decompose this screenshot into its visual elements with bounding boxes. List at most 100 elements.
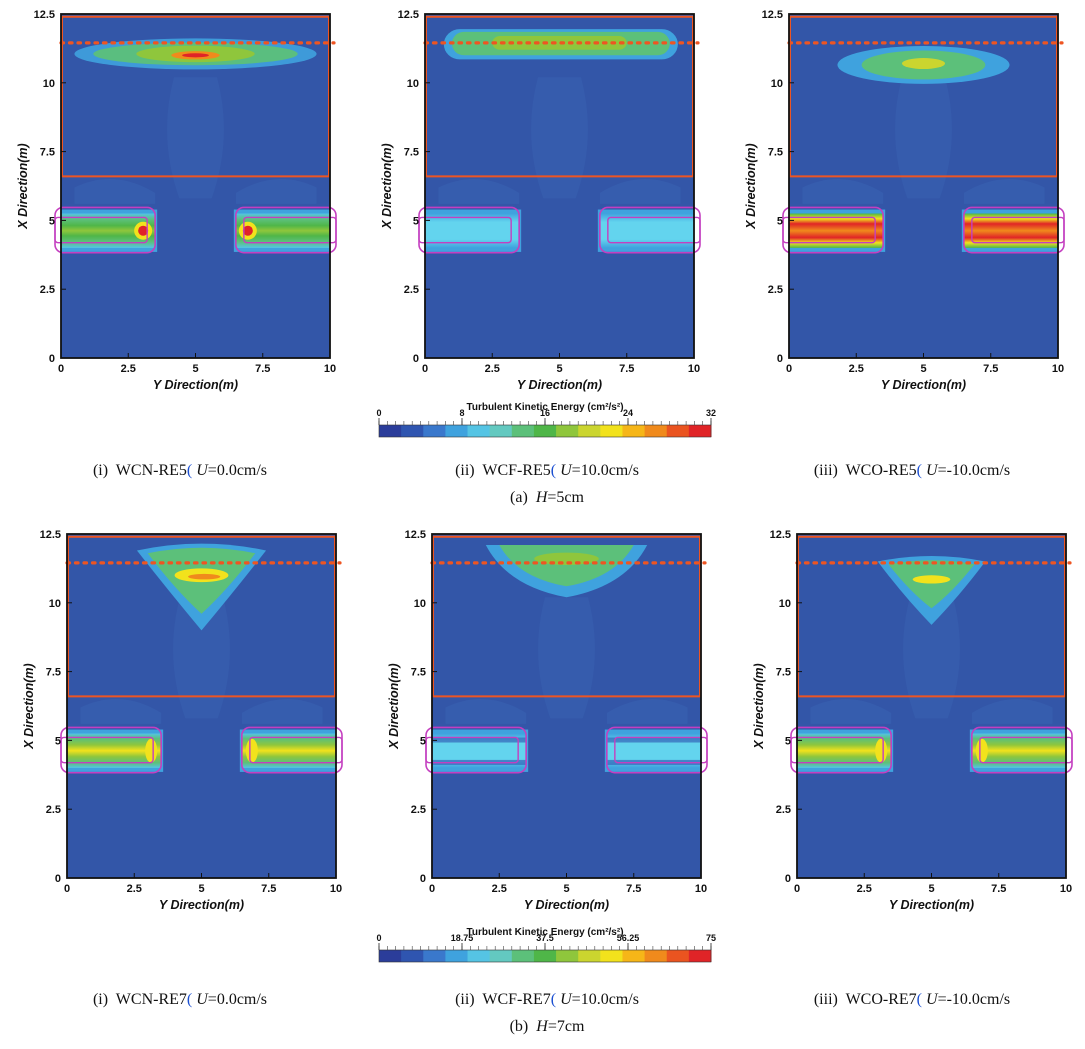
y-tick-label: 10 bbox=[43, 78, 55, 90]
obstacle-hotspot-right bbox=[245, 738, 258, 763]
y-tick-label: 0 bbox=[777, 353, 783, 365]
y-axis-label: X Direction(m) bbox=[387, 663, 401, 749]
obstacle-band-shade-left bbox=[432, 737, 527, 743]
x-tick-label: 0 bbox=[422, 363, 428, 375]
panel-b-ii: 0 2.5 5 7.5 10 0 2.5 5 7.5 10 12.5 Y Direction(m) X … bbox=[387, 529, 708, 912]
colorbar-swatch bbox=[379, 950, 402, 962]
y-tick-label: 2.5 bbox=[40, 284, 55, 296]
y-tick-label: 2.5 bbox=[768, 284, 783, 296]
obstacle-hotspot-left bbox=[145, 738, 158, 763]
obstacle-inner-outline-left bbox=[418, 216, 512, 244]
x-tick-label: 10 bbox=[688, 363, 700, 375]
y-tick-label: 7.5 bbox=[411, 667, 426, 679]
x-tick-label: 2.5 bbox=[492, 883, 507, 895]
y-tick-label: 0 bbox=[785, 873, 791, 885]
obstacle-hotspot-left bbox=[875, 738, 888, 763]
turbulence-streak bbox=[606, 698, 688, 724]
x-tick-label: 10 bbox=[695, 883, 707, 895]
x-tick-label: 5 bbox=[556, 363, 562, 375]
y-tick-label: 5 bbox=[777, 215, 783, 227]
caption-panel-a-iii: (iii) WCO-RE5( U=-10.0cm/s bbox=[813, 462, 1011, 479]
colorbar-swatch bbox=[511, 950, 535, 962]
panel-a-ii: 0 2.5 5 7.5 10 0 2.5 5 7.5 10 12.5 Y Direction(m) X … bbox=[380, 9, 701, 392]
y-tick-label: 7.5 bbox=[404, 147, 419, 159]
tke-plume-mid bbox=[888, 560, 975, 609]
turbulence-streak bbox=[802, 178, 884, 204]
x-tick-label: 7.5 bbox=[983, 363, 998, 375]
y-tick-label: 12.5 bbox=[40, 529, 61, 541]
x-axis-label: Y Direction(m) bbox=[517, 378, 602, 392]
y-axis-label: X Direction(m) bbox=[744, 143, 758, 229]
turbulence-streak bbox=[963, 178, 1045, 204]
tke-plume-core bbox=[182, 53, 209, 58]
x-axis-label: Y Direction(m) bbox=[159, 898, 244, 912]
colorbar-swatch bbox=[401, 950, 424, 962]
tke-plume-core bbox=[188, 573, 221, 580]
obstacle-inner-outline-right bbox=[607, 216, 701, 244]
y-tick-label: 7.5 bbox=[768, 147, 783, 159]
colorbar-swatch bbox=[379, 425, 402, 437]
y-tick-label: 7.5 bbox=[46, 667, 61, 679]
y-tick-label: 5 bbox=[785, 735, 791, 747]
colorbar-swatch bbox=[556, 425, 579, 437]
colorbar-swatch bbox=[511, 425, 535, 437]
colorbar-swatch bbox=[489, 425, 513, 437]
obstacle-inner-outline-right bbox=[614, 736, 708, 764]
y-tick-label: 5 bbox=[420, 735, 426, 747]
colorbar-swatch bbox=[533, 425, 557, 437]
contour-field bbox=[797, 556, 1066, 772]
x-tick-label: 7.5 bbox=[626, 883, 641, 895]
x-tick-label: 10 bbox=[1052, 363, 1064, 375]
colorbar-swatch bbox=[445, 950, 469, 962]
colorbar-swatch bbox=[467, 950, 491, 962]
turbulence-streak bbox=[438, 178, 520, 204]
turbulence-streak bbox=[971, 698, 1053, 724]
colorbar-tick-label: 8 bbox=[459, 408, 464, 418]
upper-region-outline bbox=[67, 535, 336, 698]
y-tick-label: 7.5 bbox=[40, 147, 55, 159]
colorbar-swatch bbox=[401, 425, 424, 437]
y-tick-label: 0 bbox=[49, 353, 55, 365]
caption-panel-b-iii: (iii) WCO-RE7( U=-10.0cm/s bbox=[813, 991, 1011, 1008]
colorbar-swatch bbox=[644, 425, 668, 437]
x-axis-label: Y Direction(m) bbox=[153, 378, 238, 392]
obstacle-hotspot-right bbox=[975, 738, 988, 763]
y-tick-label: 5 bbox=[49, 215, 55, 227]
x-tick-label: 7.5 bbox=[619, 363, 634, 375]
x-axis-label: Y Direction(m) bbox=[524, 898, 609, 912]
tke-plume-peak bbox=[912, 575, 951, 584]
obstacle-inner-outline-left bbox=[54, 216, 148, 244]
group-caption-b: (b) H=7cm bbox=[509, 1018, 585, 1035]
contour-field bbox=[432, 545, 701, 772]
upper-region-outline bbox=[425, 15, 694, 178]
colorbar-title: Turbulent Kinetic Energy (cm²/s²) bbox=[466, 927, 623, 938]
colorbar-tick-label: 37.5 bbox=[536, 933, 554, 943]
x-tick-label: 2.5 bbox=[121, 363, 136, 375]
colorbar-swatch bbox=[644, 950, 668, 962]
obstacle-inner-outline-right bbox=[971, 216, 1065, 244]
obstacle-inner-outline-right bbox=[243, 216, 337, 244]
x-tick-label: 10 bbox=[1060, 883, 1072, 895]
turbulence-streak bbox=[810, 698, 892, 724]
x-tick-label: 0 bbox=[429, 883, 435, 895]
turbulence-streak bbox=[895, 77, 952, 199]
obstacle-band-shade-right bbox=[606, 737, 701, 743]
y-tick-label: 5 bbox=[413, 215, 419, 227]
turbulence-streak bbox=[173, 597, 230, 719]
upper-region-outline bbox=[61, 15, 330, 178]
obstacle-hotspot-core-left bbox=[138, 225, 149, 236]
x-tick-label: 0 bbox=[58, 363, 64, 375]
x-tick-label: 2.5 bbox=[849, 363, 864, 375]
turbulence-streak bbox=[531, 77, 588, 199]
colorbar-swatch bbox=[489, 950, 513, 962]
x-tick-label: 2.5 bbox=[857, 883, 872, 895]
colorbar-tick-label: 56.25 bbox=[617, 933, 640, 943]
upper-region-outline bbox=[432, 535, 701, 698]
obstacle-inner-outline-left bbox=[790, 736, 884, 764]
turbulence-streak bbox=[80, 698, 162, 724]
x-tick-label: 0 bbox=[786, 363, 792, 375]
turbulence-streak bbox=[167, 77, 224, 199]
colorbar-swatch bbox=[622, 425, 646, 437]
y-tick-label: 10 bbox=[779, 598, 791, 610]
x-tick-label: 10 bbox=[330, 883, 342, 895]
